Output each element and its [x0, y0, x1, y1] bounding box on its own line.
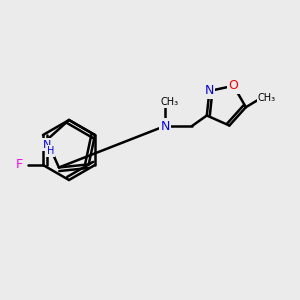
- Text: CH₃: CH₃: [160, 97, 178, 107]
- Text: CH₃: CH₃: [258, 93, 276, 103]
- Text: O: O: [229, 79, 238, 92]
- Text: F: F: [16, 158, 22, 172]
- Text: N: N: [205, 84, 214, 98]
- Text: N: N: [43, 140, 51, 150]
- Text: N: N: [160, 119, 170, 133]
- Text: H: H: [46, 146, 54, 156]
